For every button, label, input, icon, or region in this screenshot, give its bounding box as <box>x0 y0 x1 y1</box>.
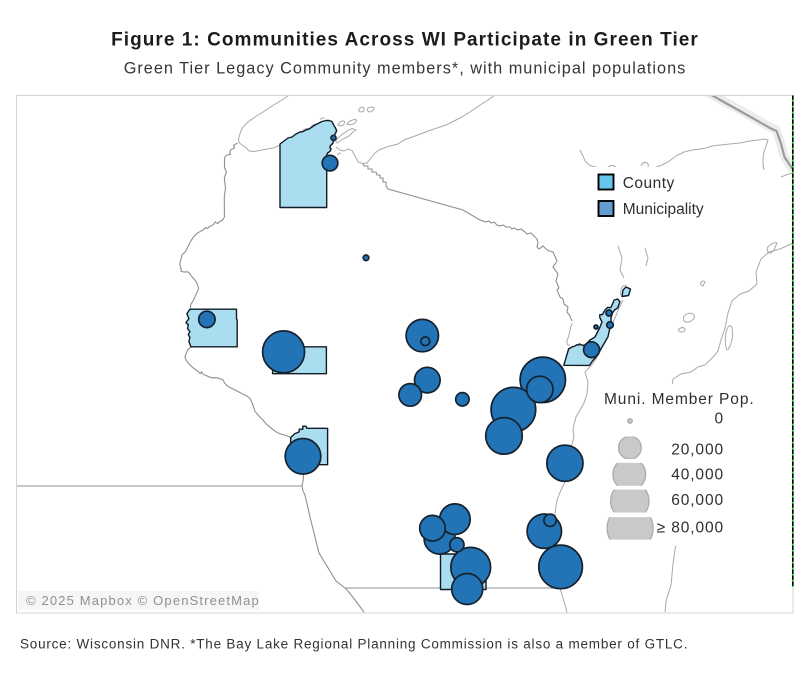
svg-text:County: County <box>623 175 675 192</box>
svg-text:20,000: 20,000 <box>671 441 724 458</box>
svg-text:40,000: 40,000 <box>671 467 724 484</box>
svg-text:60,000: 60,000 <box>671 492 724 509</box>
svg-text:0: 0 <box>714 411 724 428</box>
svg-text:Green Tier Legacy Community me: Green Tier Legacy Community members*, wi… <box>124 60 687 78</box>
svg-text:Muni. Member Pop.: Muni. Member Pop. <box>604 391 755 408</box>
svg-text:© 2025 Mapbox © OpenStreetMap: © 2025 Mapbox © OpenStreetMap <box>26 593 260 608</box>
svg-text:Source: Wisconsin DNR. *The Ba: Source: Wisconsin DNR. *The Bay Lake Reg… <box>20 637 688 652</box>
svg-text:Figure 1: Communities Across W: Figure 1: Communities Across WI Particip… <box>111 30 699 51</box>
svg-text:Municipality: Municipality <box>623 201 704 218</box>
svg-text:≥ 80,000: ≥ 80,000 <box>657 520 724 537</box>
